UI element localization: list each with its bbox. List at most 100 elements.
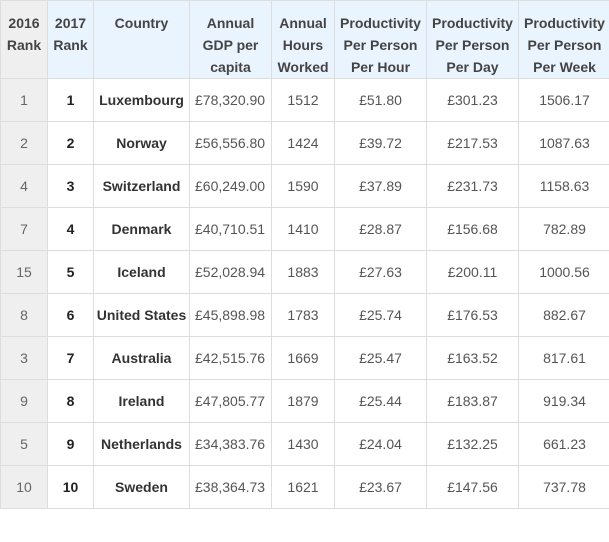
table-row: 8 6 United States £45,898.98 1783 £25.74 £176.… (0, 293, 609, 337)
cell-2017-rank: 3 (47, 164, 94, 208)
cell-gdp: £38,364.73 (189, 465, 272, 509)
cell-2016-rank: 15 (0, 250, 48, 294)
cell-per-hour: £51.80 (334, 78, 427, 122)
cell-per-week: 661.23 (518, 422, 609, 466)
cell-per-day: £156.68 (426, 207, 519, 251)
cell-per-week: 919.34 (518, 379, 609, 423)
header-hours[interactable]: Annual Hours Worked (271, 0, 335, 79)
cell-country: Ireland (93, 379, 190, 423)
cell-per-week: 1506.17 (518, 78, 609, 122)
table-body: 1 1 Luxembourg £78,320.90 1512 £51.80 £301.23 1… (0, 78, 609, 509)
header-row: 2016 Rank 2017 Rank Country Annual GDP p… (0, 0, 609, 79)
cell-per-hour: £25.47 (334, 336, 427, 380)
cell-gdp: £40,710.51 (189, 207, 272, 251)
table-header: 2016 Rank 2017 Rank Country Annual GDP p… (0, 0, 609, 79)
table-row: 5 9 Netherlands £34,383.76 1430 £24.04 £132.25… (0, 422, 609, 466)
header-per-hour[interactable]: Productivity Per Person Per Hour (334, 0, 427, 79)
cell-per-week: 737.78 (518, 465, 609, 509)
cell-hours: 1430 (271, 422, 335, 466)
cell-2016-rank: 10 (0, 465, 48, 509)
cell-hours: 1783 (271, 293, 335, 337)
header-gdp[interactable]: Annual GDP per capita (189, 0, 272, 79)
cell-per-week: 882.67 (518, 293, 609, 337)
cell-2017-rank: 4 (47, 207, 94, 251)
cell-2016-rank: 2 (0, 121, 48, 165)
cell-per-week: 817.61 (518, 336, 609, 380)
cell-country: Denmark (93, 207, 190, 251)
cell-country: Switzerland (93, 164, 190, 208)
cell-country: Sweden (93, 465, 190, 509)
cell-per-day: £147.56 (426, 465, 519, 509)
cell-2017-rank: 1 (47, 78, 94, 122)
cell-2017-rank: 10 (47, 465, 94, 509)
table-row: 4 3 Switzerland £60,249.00 1590 £37.89 £231.73… (0, 164, 609, 208)
cell-hours: 1669 (271, 336, 335, 380)
header-2016-rank[interactable]: 2016 Rank (0, 0, 48, 79)
cell-gdp: £47,805.77 (189, 379, 272, 423)
cell-country: Iceland (93, 250, 190, 294)
cell-gdp: £42,515.76 (189, 336, 272, 380)
cell-per-day: £183.87 (426, 379, 519, 423)
cell-per-day: £301.23 (426, 78, 519, 122)
cell-hours: 1512 (271, 78, 335, 122)
cell-2017-rank: 9 (47, 422, 94, 466)
cell-hours: 1424 (271, 121, 335, 165)
cell-per-hour: £23.67 (334, 465, 427, 509)
cell-country: Australia (93, 336, 190, 380)
cell-per-week: 782.89 (518, 207, 609, 251)
cell-per-hour: £37.89 (334, 164, 427, 208)
cell-gdp: £78,320.90 (189, 78, 272, 122)
cell-per-week: 1087.63 (518, 121, 609, 165)
cell-hours: 1621 (271, 465, 335, 509)
header-per-day[interactable]: Productivity Per Person Per Day (426, 0, 519, 79)
header-country[interactable]: Country (93, 0, 190, 79)
cell-hours: 1883 (271, 250, 335, 294)
cell-country: United States (93, 293, 190, 337)
cell-per-hour: £39.72 (334, 121, 427, 165)
cell-2017-rank: 2 (47, 121, 94, 165)
cell-country: Netherlands (93, 422, 190, 466)
cell-hours: 1590 (271, 164, 335, 208)
table-row: 9 8 Ireland £47,805.77 1879 £25.44 £183.87 919.… (0, 379, 609, 423)
cell-hours: 1410 (271, 207, 335, 251)
cell-gdp: £52,028.94 (189, 250, 272, 294)
cell-per-hour: £27.63 (334, 250, 427, 294)
cell-per-week: 1158.63 (518, 164, 609, 208)
cell-per-day: £163.52 (426, 336, 519, 380)
cell-per-day: £217.53 (426, 121, 519, 165)
cell-per-hour: £24.04 (334, 422, 427, 466)
cell-country: Luxembourg (93, 78, 190, 122)
cell-per-hour: £25.74 (334, 293, 427, 337)
cell-per-day: £176.53 (426, 293, 519, 337)
table-row: 10 10 Sweden £38,364.73 1621 £23.67 £147.56 737… (0, 465, 609, 509)
header-per-week[interactable]: Productivity Per Person Per Week (518, 0, 609, 79)
header-2017-rank[interactable]: 2017 Rank (47, 0, 94, 79)
productivity-table: 2016 Rank 2017 Rank Country Annual GDP p… (0, 0, 609, 509)
cell-2017-rank: 6 (47, 293, 94, 337)
cell-2017-rank: 7 (47, 336, 94, 380)
table-row: 3 7 Australia £42,515.76 1669 £25.47 £163.52 81… (0, 336, 609, 380)
table-row: 7 4 Denmark £40,710.51 1410 £28.87 £156.68 782.… (0, 207, 609, 251)
cell-per-hour: £28.87 (334, 207, 427, 251)
cell-2016-rank: 4 (0, 164, 48, 208)
cell-2016-rank: 5 (0, 422, 48, 466)
cell-per-hour: £25.44 (334, 379, 427, 423)
cell-gdp: £56,556.80 (189, 121, 272, 165)
cell-country: Norway (93, 121, 190, 165)
cell-2016-rank: 9 (0, 379, 48, 423)
cell-per-day: £200.11 (426, 250, 519, 294)
table-row: 2 2 Norway £56,556.80 1424 £39.72 £217.53 1087.… (0, 121, 609, 165)
cell-gdp: £34,383.76 (189, 422, 272, 466)
cell-2017-rank: 5 (47, 250, 94, 294)
cell-2016-rank: 8 (0, 293, 48, 337)
cell-per-day: £132.25 (426, 422, 519, 466)
cell-per-week: 1000.56 (518, 250, 609, 294)
cell-hours: 1879 (271, 379, 335, 423)
cell-gdp: £45,898.98 (189, 293, 272, 337)
cell-per-day: £231.73 (426, 164, 519, 208)
cell-2017-rank: 8 (47, 379, 94, 423)
cell-2016-rank: 1 (0, 78, 48, 122)
table-row: 15 5 Iceland £52,028.94 1883 £27.63 £200.11 100… (0, 250, 609, 294)
cell-2016-rank: 7 (0, 207, 48, 251)
table-row: 1 1 Luxembourg £78,320.90 1512 £51.80 £301.23 1… (0, 78, 609, 122)
